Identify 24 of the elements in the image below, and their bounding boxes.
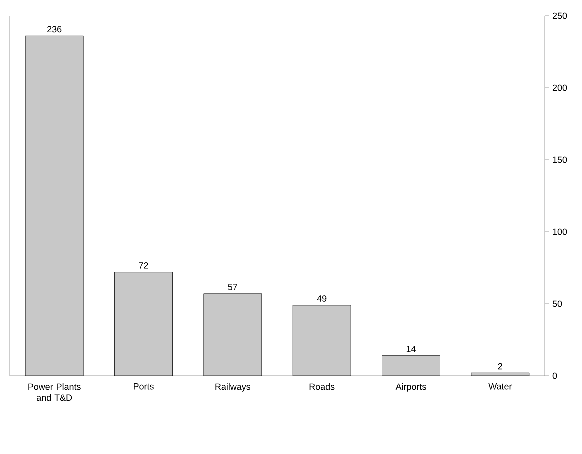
bar [292,305,352,376]
x-tick-label: Ports [134,384,154,390]
y-tick-label: 100 [553,228,568,236]
x-tick-label: Railways [216,384,251,392]
y-tick-label: 150 [553,156,568,164]
bar [114,272,173,376]
y-tick-label: 0 [552,372,558,380]
data-label: 72 [139,262,148,269]
data-label: 57 [228,284,238,290]
bar [471,372,530,376]
x-tick-label: Airports [396,384,426,392]
bar [25,36,84,376]
bar [204,294,262,376]
data-label: 49 [317,296,327,302]
y-tick-label: 250 [552,12,568,20]
y-tick-label: 50 [552,300,562,308]
x-tick-label: Roads [310,384,335,390]
x-tick-label: Power Plants and T&D [28,384,81,402]
bar [382,356,440,376]
data-label: 14 [406,346,416,352]
x-tick-label: Water [488,384,512,390]
data-label: 236 [48,26,62,33]
y-tick-label: 200 [552,84,568,92]
data-label: 2 [498,363,502,370]
